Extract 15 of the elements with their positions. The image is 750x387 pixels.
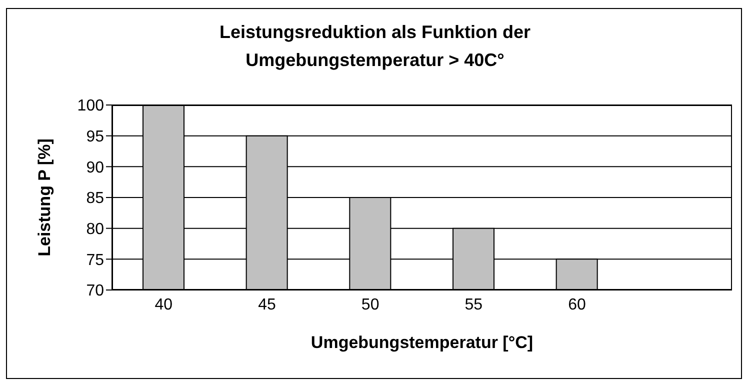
y-tick-label: 90	[86, 159, 104, 176]
y-tick-label: 70	[86, 282, 104, 300]
x-axis-title: Umgebungstemperatur [°C]	[310, 333, 534, 352]
y-axis-title: Leistung P [%]	[35, 138, 54, 256]
x-tick-label: 45	[258, 296, 276, 314]
y-tick-label: 95	[86, 128, 104, 146]
x-tick-label: 55	[464, 296, 483, 314]
y-tick-label: 75	[86, 252, 104, 269]
y-tick-label: 80	[86, 221, 104, 238]
y-tick-label: 100	[77, 98, 104, 115]
x-tick-label: 50	[361, 296, 380, 314]
x-tick-label: 60	[568, 296, 586, 314]
y-tick-label: 85	[86, 190, 104, 208]
chart-title: Leistungsreduktion als Funktion der Umgebungstemperatur > 40C°	[218, 21, 532, 72]
x-tick-label: 40	[154, 296, 173, 314]
